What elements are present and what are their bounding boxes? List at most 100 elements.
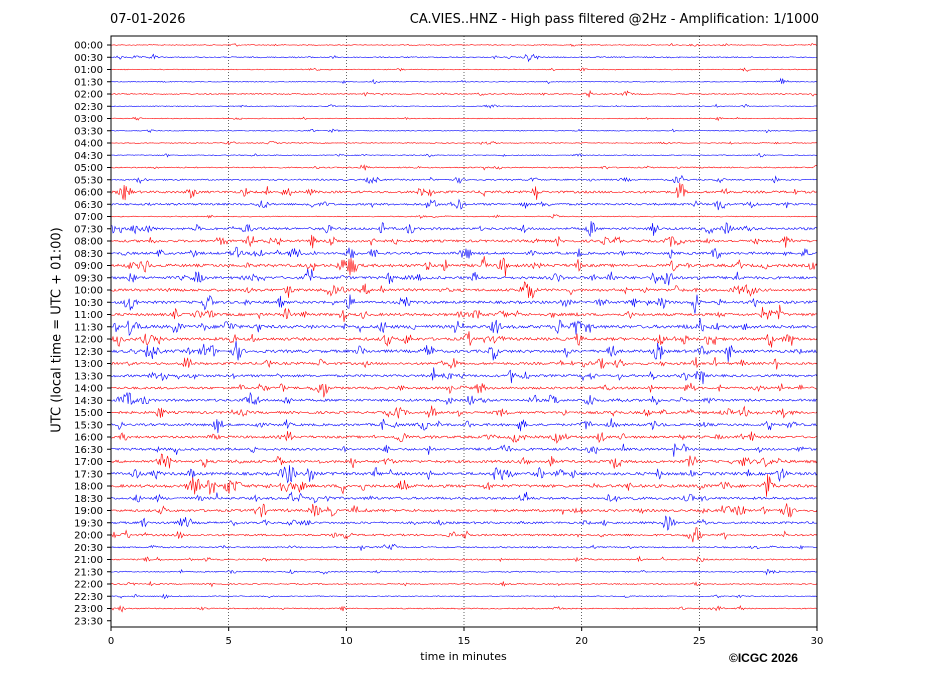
y-tick-label: 16:30 [74,445,103,456]
y-tick-label: 21:30 [74,567,103,578]
y-tick-label: 16:00 [74,433,103,444]
y-tick-label: 17:00 [74,457,103,468]
trace-row-08:30 [110,246,817,260]
y-tick-label: 08:00 [74,237,103,248]
y-tick-label: 09:30 [74,273,103,284]
y-tick-label: 18:30 [74,494,103,505]
y-tick-label: 13:00 [74,359,103,370]
trace-row-07:00 [110,213,818,219]
trace-row-20:30 [110,543,818,551]
trace-row-17:00 [110,453,818,469]
y-tick-label: 00:00 [74,41,103,52]
trace-row-08:00 [110,234,818,249]
trace-row-05:00 [110,164,818,171]
seismic-traces [110,43,818,613]
chart-title: CA.VIES..HNZ - High pass filtered @2Hz -… [409,12,819,27]
plot-area-background [111,36,817,627]
trace-row-01:00 [110,67,818,72]
trace-row-12:00 [110,331,818,348]
trace-row-05:30 [110,174,817,184]
x-tick-label-0: 0 [108,636,114,647]
y-tick-label: 07:00 [74,212,103,223]
trace-row-09:30 [110,268,818,286]
trace-row-06:00 [110,182,818,201]
trace-row-14:00 [110,382,818,398]
y-tick-label: 20:30 [74,543,103,554]
y-tick-label: 00:30 [74,53,103,64]
trace-row-15:00 [110,405,818,419]
trace-row-01:30 [110,77,818,85]
y-tick-label: 10:30 [74,298,103,309]
y-tick-label: 19:00 [74,506,103,517]
y-tick-label: 13:30 [74,371,103,382]
y-tick-label: 12:00 [74,335,103,346]
trace-row-13:30 [110,367,818,385]
trace-row-10:00 [110,281,818,299]
trace-row-11:00 [110,304,818,322]
y-tick-label: 03:30 [74,126,103,137]
y-tick-label: 11:00 [74,310,103,321]
trace-row-14:30 [110,391,818,406]
trace-row-21:00 [110,555,818,563]
y-tick-label: 17:30 [74,469,103,480]
trace-row-00:30 [110,53,818,63]
x-tick-label-10: 10 [340,636,353,647]
y-tick-label: 07:30 [74,224,103,235]
y-tick-label: 05:30 [74,175,103,186]
trace-row-16:00 [110,430,818,444]
y-tick-label: 01:00 [74,65,103,76]
trace-row-04:30 [110,153,818,158]
y-tick-label: 04:00 [74,139,103,150]
trace-row-22:00 [110,580,818,588]
copyright-label: ©ICGC 2026 [729,651,798,665]
date-label: 07-01-2026 [110,12,186,27]
y-tick-label: 15:00 [74,408,103,419]
y-axis-label: UTC (local time = UTC + 01:00) [49,227,65,433]
x-tick-label-20: 20 [575,636,588,647]
trace-row-13:00 [110,357,818,370]
trace-row-04:00 [110,140,818,145]
trace-row-19:00 [110,503,818,518]
y-tick-label: 10:00 [74,286,103,297]
trace-row-10:30 [110,294,818,314]
trace-row-18:30 [110,491,818,504]
x-tick-label-5: 5 [225,636,231,647]
y-tick-label: 22:30 [74,592,103,603]
trace-row-17:30 [110,465,818,484]
x-tick-label-25: 25 [693,636,706,647]
trace-row-23:00 [110,604,818,613]
y-tick-label: 05:00 [74,163,103,174]
trace-row-06:30 [110,198,817,211]
vertical-gridlines [228,36,700,627]
x-tick-label-30: 30 [811,636,824,647]
y-tick-label: 22:00 [74,580,103,591]
y-tick-label: 18:00 [74,482,103,493]
trace-row-15:30 [110,418,818,434]
trace-row-07:30 [110,221,818,238]
y-tick-label: 20:00 [74,531,103,542]
y-tick-label: 23:00 [74,604,103,615]
y-tick-label: 06:30 [74,200,103,211]
trace-row-16:30 [110,443,818,457]
y-tick-label: 14:00 [74,384,103,395]
y-tick-label: 08:30 [74,249,103,260]
trace-row-02:00 [110,89,818,98]
trace-row-18:00 [110,474,818,497]
trace-row-00:00 [110,43,818,47]
y-tick-label: 09:00 [74,261,103,272]
x-tick-label-15: 15 [458,636,471,647]
trace-row-11:30 [110,317,818,336]
trace-row-22:30 [110,593,818,600]
y-tick-label: 01:30 [74,77,103,88]
trace-row-20:00 [110,527,818,543]
trace-row-19:30 [110,515,818,531]
trace-row-03:30 [111,128,818,134]
trace-row-02:30 [110,103,818,109]
y-tick-label: 21:00 [74,555,103,566]
y-tick-label: 11:30 [74,322,103,333]
trace-row-03:00 [110,116,818,122]
y-tick-label: 03:00 [74,114,103,125]
trace-row-21:30 [110,568,818,576]
